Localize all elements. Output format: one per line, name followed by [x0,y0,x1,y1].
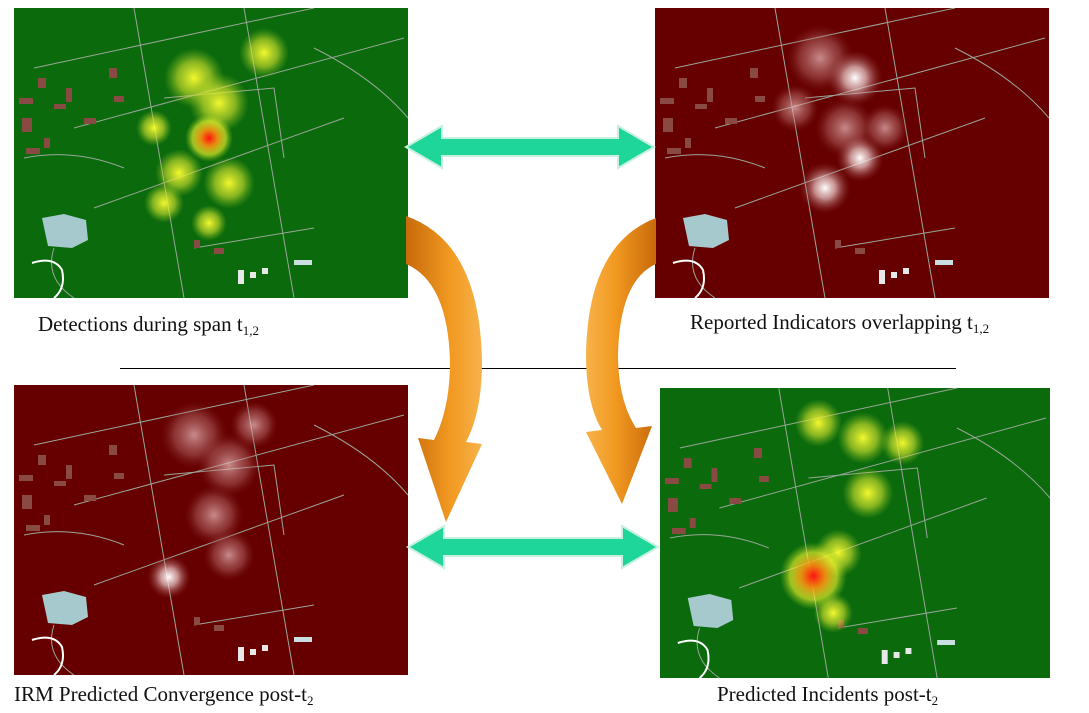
top-double-arrow [404,124,656,170]
horizontal-divider [120,368,956,369]
detections-map-panel [14,8,408,298]
incident-hotspots [779,399,925,633]
bottom-double-arrow [406,524,660,570]
left-curved-flow-arrow [406,216,482,522]
caption-reported-indicators: Reported Indicators overlapping t1,2 [690,310,990,336]
caption-detections: Detections during span t1,2 [38,312,259,338]
reported-indicators-map-panel [655,8,1049,298]
caption-irm-predicted-convergence: IRM Predicted Convergence post-t2 [14,682,314,708]
predicted-incidents-map-panel [660,388,1050,678]
irm-predicted-convergence-map-panel [14,385,408,675]
detection-hotspots [136,28,289,241]
indicator-hotspots [771,24,909,214]
convergence-hotspots [147,401,278,599]
caption-predicted-incidents: Predicted Incidents post-t2 [717,682,939,708]
right-curved-flow-arrow [586,218,656,504]
